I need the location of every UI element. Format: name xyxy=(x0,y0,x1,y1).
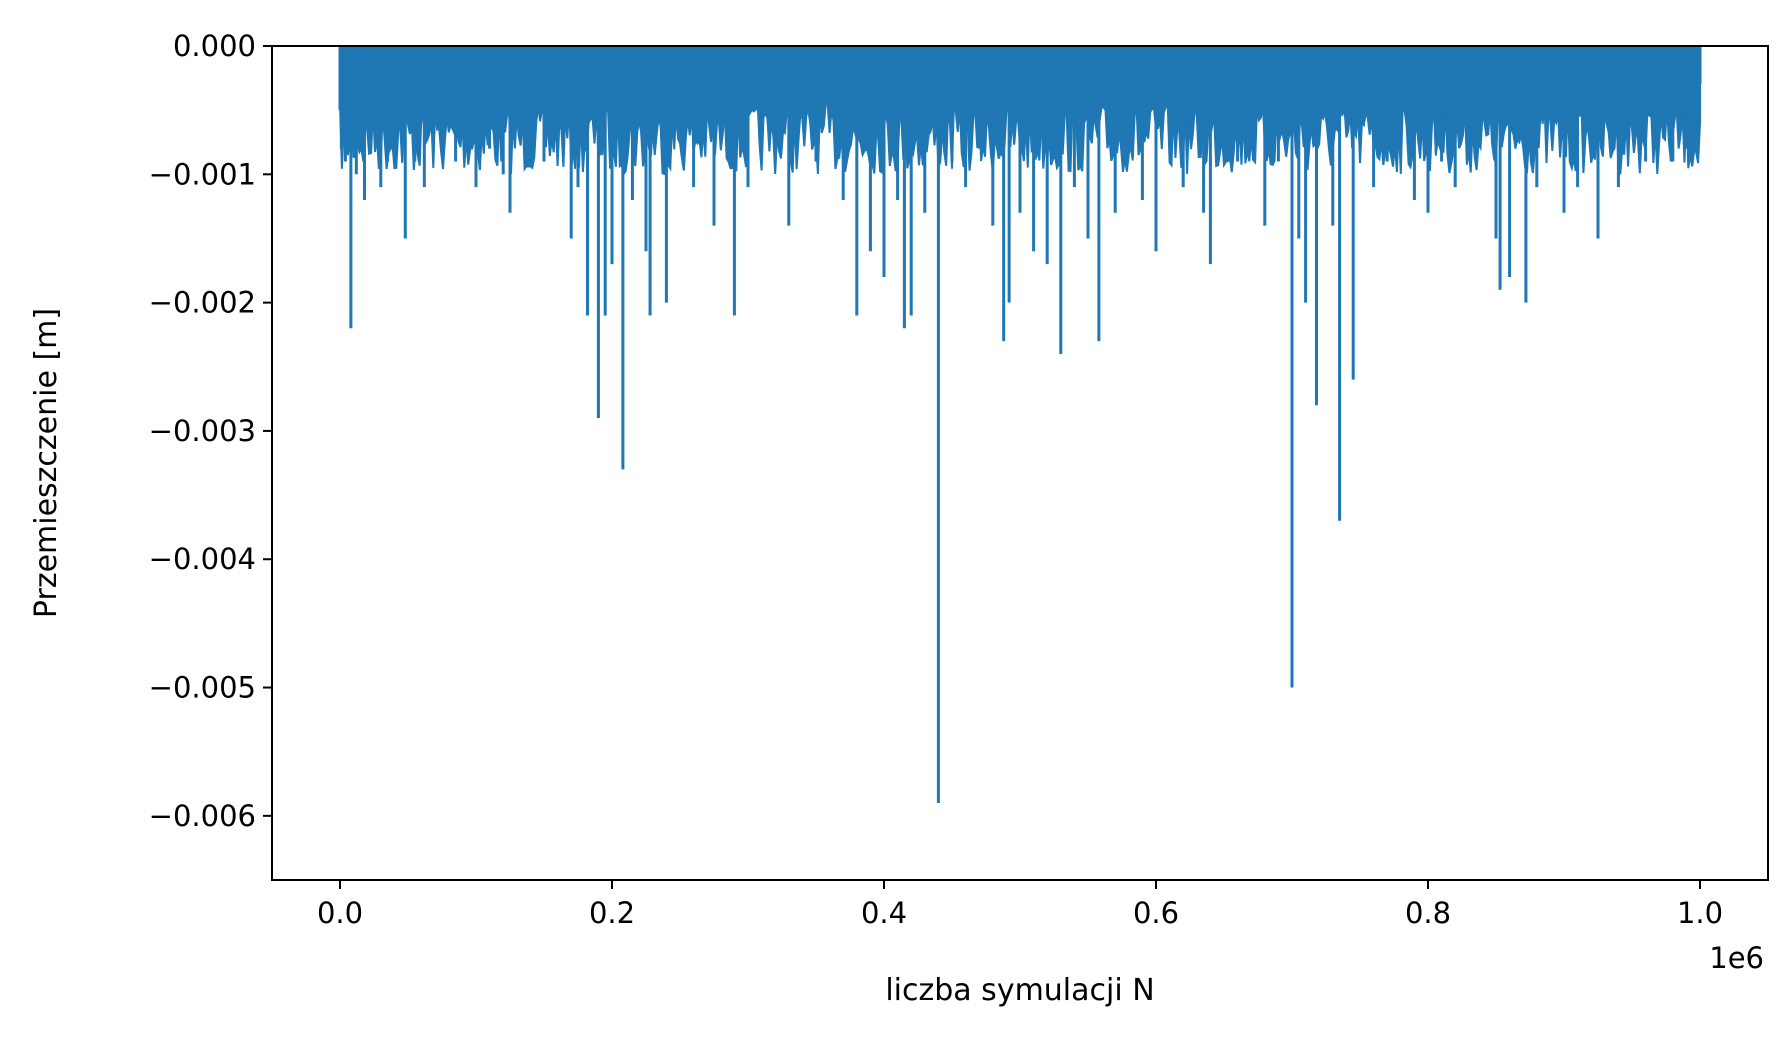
series-layer xyxy=(338,45,1702,804)
y-tick-label: −0.003 xyxy=(149,414,256,448)
x-tick-label: 0.0 xyxy=(317,896,363,930)
x-tick-label: 0.2 xyxy=(589,896,635,930)
y-axis-label: Przemieszczenie [m] xyxy=(29,308,64,618)
x-axis-label: liczba symulacji N xyxy=(885,973,1154,1008)
y-tick-label: −0.004 xyxy=(149,542,256,576)
ticks-layer: 0.0 0.2 0.4 0.6 0.8 1.0 0.000 −0.001 −0.002 −0.00… xyxy=(149,29,1723,930)
x-tick-label: 0.6 xyxy=(1133,896,1179,930)
y-tick-label: 0.000 xyxy=(173,29,256,63)
y-tick-label: −0.002 xyxy=(149,286,256,320)
x-tick-label: 0.4 xyxy=(861,896,907,930)
y-tick-label: −0.005 xyxy=(149,671,256,705)
y-tick-label: −0.006 xyxy=(149,799,256,833)
x-tick-label: 0.8 xyxy=(1405,896,1451,930)
x-tick-label: 1.0 xyxy=(1677,896,1723,930)
plot-frame xyxy=(271,45,1769,881)
x-offset-label: 1e6 xyxy=(1709,941,1764,975)
y-tick-label: −0.001 xyxy=(149,157,256,191)
